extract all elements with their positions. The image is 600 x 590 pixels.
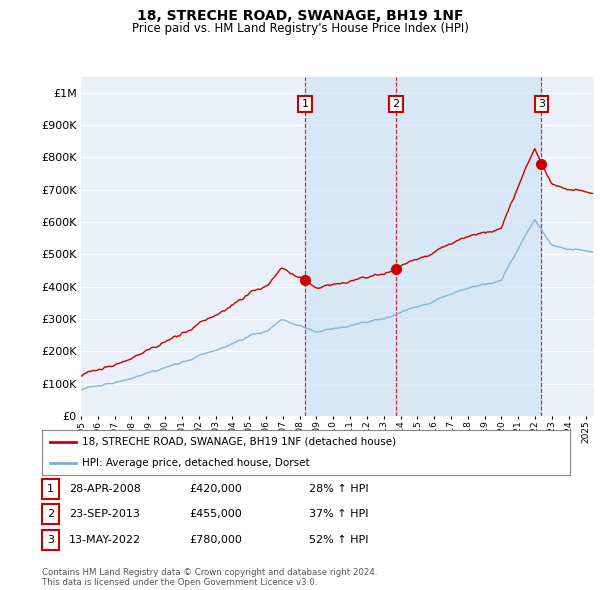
Text: £455,000: £455,000 [189,509,242,519]
Text: 18, STRECHE ROAD, SWANAGE, BH19 1NF (detached house): 18, STRECHE ROAD, SWANAGE, BH19 1NF (det… [82,437,396,447]
Text: 2: 2 [47,509,54,519]
Bar [396,77,541,416]
Text: 13-MAY-2022: 13-MAY-2022 [69,535,141,545]
Text: 3: 3 [47,535,54,545]
Text: HPI: Average price, detached house, Dorset: HPI: Average price, detached house, Dors… [82,458,309,468]
Text: 18, STRECHE ROAD, SWANAGE, BH19 1NF: 18, STRECHE ROAD, SWANAGE, BH19 1NF [137,9,463,24]
Bar [305,77,396,416]
Text: £420,000: £420,000 [189,484,242,494]
Text: 28% ↑ HPI: 28% ↑ HPI [309,484,368,494]
Text: £780,000: £780,000 [189,535,242,545]
Text: 37% ↑ HPI: 37% ↑ HPI [309,509,368,519]
Text: 23-SEP-2013: 23-SEP-2013 [69,509,140,519]
Text: 2: 2 [392,99,400,109]
Text: 3: 3 [538,99,545,109]
Text: 28-APR-2008: 28-APR-2008 [69,484,141,494]
Text: 1: 1 [302,99,308,109]
Text: 1: 1 [47,484,54,494]
Text: 52% ↑ HPI: 52% ↑ HPI [309,535,368,545]
Text: Contains HM Land Registry data © Crown copyright and database right 2024.
This d: Contains HM Land Registry data © Crown c… [42,568,377,587]
Text: Price paid vs. HM Land Registry's House Price Index (HPI): Price paid vs. HM Land Registry's House … [131,22,469,35]
